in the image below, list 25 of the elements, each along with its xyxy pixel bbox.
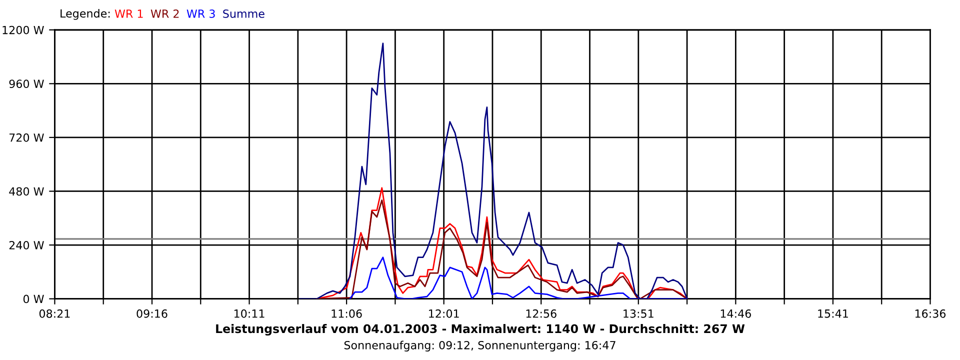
x-tick-label: 15:41: [818, 310, 848, 318]
x-tick-label: 12:01: [429, 309, 459, 318]
text: Sonnenaufgang: 09:12, Sonnenuntergang: 16:47: [344, 340, 616, 352]
x-tick-label: 14:46: [720, 309, 751, 318]
x-tick-label: 10:11: [234, 309, 264, 318]
text: Leistungsverlauf vom 04.01.2003 - Maximalwert: 1140 W - Durchschnitt: 267 W: [216, 324, 745, 336]
text: WR 3: [186, 10, 215, 18]
x-tick-label: 09:16: [136, 309, 168, 318]
y-tick-label: 960 W: [9, 80, 44, 88]
x-tick-label: 08:21: [39, 309, 70, 318]
line-series: [299, 42, 688, 299]
x-tick-label: 11:06: [332, 309, 362, 318]
line-series: [349, 256, 688, 299]
x-tick-label: 13:51: [624, 309, 654, 318]
y-tick-label: 0 W: [23, 294, 44, 304]
y-tick-label: 240 W: [9, 240, 44, 250]
text: WR 2: [150, 10, 179, 18]
y-tick-label: 1200 W: [2, 26, 44, 34]
y-tick-label: 480 W: [9, 187, 44, 196]
text: Summe: [223, 10, 264, 18]
x-tick-label: 16:36: [915, 309, 946, 318]
x-tick-label: 12:56: [526, 309, 556, 318]
y-tick-label: 720 W: [9, 133, 44, 142]
legend-title: Legende:: [60, 9, 110, 20]
text: WR 1: [114, 10, 143, 18]
